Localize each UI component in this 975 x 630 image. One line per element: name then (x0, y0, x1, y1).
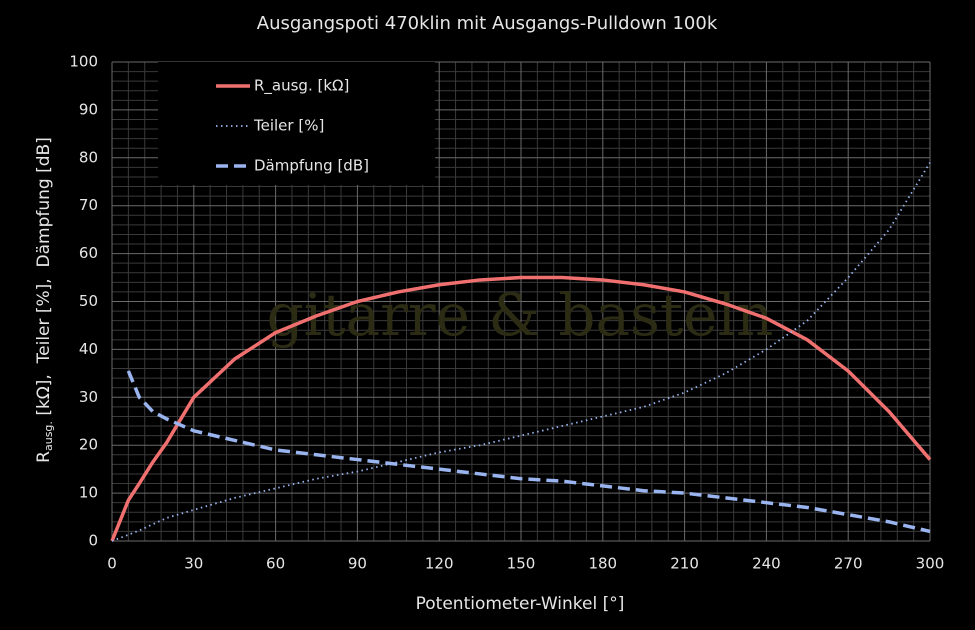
y-label-rest: [kΩ], Teiler [%], Dämpfung [dB] (34, 137, 54, 421)
x-tick-label: 150 (507, 555, 536, 573)
legend-label: R_ausg. [kΩ] (254, 77, 349, 96)
legend-label: Dämpfung [dB] (254, 157, 369, 175)
legend: R_ausg. [kΩ] Teiler [%] Dämpfung [dB] (158, 62, 435, 185)
x-tick-label: 180 (588, 555, 617, 573)
x-tick-label: 90 (348, 555, 367, 573)
y-tick-label: 90 (79, 100, 98, 118)
y-label-sub: ausg. (42, 421, 55, 451)
x-axis-label: Potentiometer-Winkel [°] (416, 594, 625, 614)
x-tick-label: 300 (916, 555, 945, 573)
line-series (126, 370, 931, 534)
legend-label: Teiler [%] (253, 117, 324, 135)
y-tick-label: 70 (79, 196, 98, 214)
y-tick-label: 50 (79, 292, 98, 310)
y-label-main: R (34, 451, 54, 463)
y-tick-label: 20 (79, 436, 98, 454)
x-tick-label: 270 (834, 555, 863, 573)
line-series (111, 162, 931, 542)
line-series (110, 275, 932, 542)
y-tick-label: 40 (79, 340, 98, 358)
y-tick-label: 10 (79, 484, 98, 502)
x-tick-label: 60 (266, 555, 285, 573)
y-tick-label: 0 (88, 532, 98, 550)
chart-title: Ausgangspoti 470klin mit Ausgangs-Pulldo… (257, 13, 718, 34)
legend-box (158, 62, 435, 185)
x-tick-label: 0 (107, 555, 117, 573)
y-tick-label: 60 (79, 244, 98, 262)
x-tick-label: 210 (670, 555, 699, 573)
watermark: gitarre & basteln (267, 281, 774, 349)
y-axis-label: Rausg. [kΩ], Teiler [%], Dämpfung [dB] (34, 137, 55, 463)
x-tick-label: 30 (184, 555, 203, 573)
x-tick-label: 240 (752, 555, 781, 573)
x-tick-label: 120 (425, 555, 454, 573)
y-tick-label: 80 (79, 148, 98, 166)
y-tick-label: 30 (79, 388, 98, 406)
y-tick-label: 100 (69, 53, 98, 71)
